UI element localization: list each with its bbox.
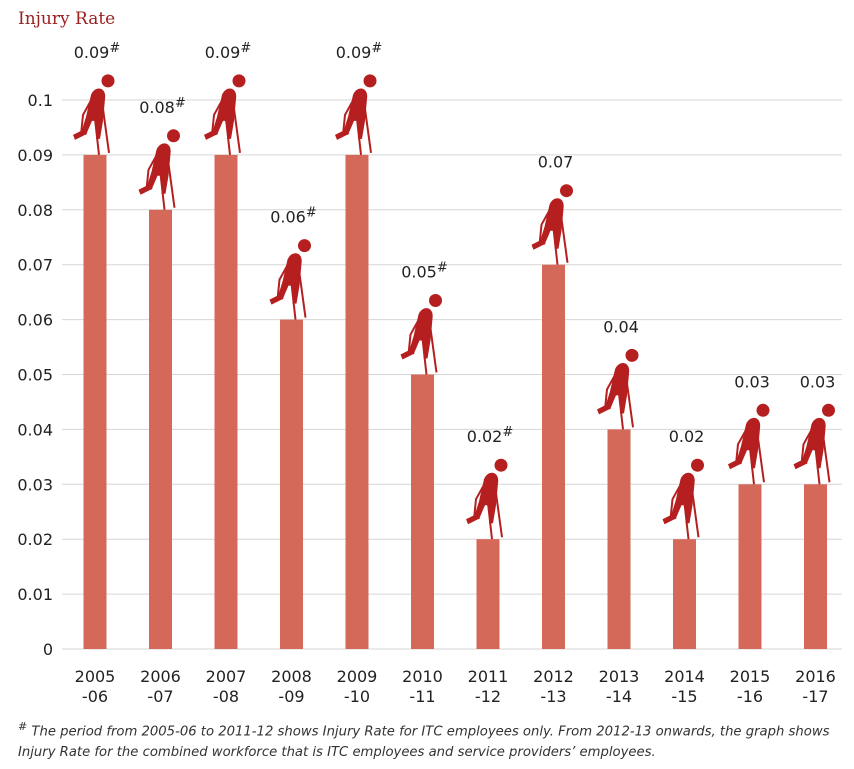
- data-label: 0.05#: [401, 261, 448, 282]
- data-label-mark: #: [240, 41, 251, 56]
- bar: [411, 374, 434, 649]
- data-label-mark: #: [109, 41, 120, 56]
- footnote-text: The period from 2005-06 to 2011-12 shows…: [18, 724, 830, 761]
- x-tick-label: 2007 -08: [206, 667, 247, 706]
- injured-person-icon: [728, 403, 770, 485]
- injured-person-icon: [269, 239, 311, 320]
- injured-person-icon: [335, 74, 377, 156]
- data-label: 0.03: [734, 372, 770, 391]
- injured-person-icon: [138, 129, 180, 210]
- x-tick-label: 2014 -15: [664, 667, 705, 706]
- data-label-mark: #: [175, 96, 186, 111]
- data-label: 0.09#: [205, 41, 252, 62]
- data-label: 0.02#: [467, 425, 514, 446]
- injured-person-icon: [662, 458, 704, 540]
- data-label: 0.02: [669, 427, 705, 446]
- x-axis-ticks: 2005 -06 2006 -07 2007 -08 2008 -09 2009 -10 2010-…: [75, 667, 836, 706]
- x-tick-label: 2010 -11: [402, 667, 443, 706]
- bar: [280, 319, 303, 649]
- bar: [804, 484, 827, 649]
- data-label-mark: #: [371, 41, 382, 56]
- injured-person-icon: [597, 348, 639, 430]
- data-label: 0.06#: [270, 206, 317, 227]
- y-tick-label: 0.1: [28, 91, 53, 110]
- bar: [476, 539, 500, 649]
- x-tick-label: 2009 -10: [337, 667, 378, 706]
- bar: [542, 264, 565, 649]
- y-tick-label: 0.03: [17, 475, 53, 494]
- data-label: 0.04: [603, 317, 639, 336]
- y-tick-label: 0.07: [17, 256, 53, 275]
- injured-person-icon: [204, 74, 246, 156]
- data-label-mark: #: [437, 261, 448, 276]
- y-tick-label: 0.08: [17, 201, 53, 220]
- bar: [607, 429, 631, 649]
- data-label: 0.07: [538, 153, 574, 172]
- injured-person-icon: [793, 403, 835, 485]
- bar: [738, 484, 762, 649]
- y-tick-label: 0.04: [17, 420, 53, 439]
- bar: [149, 209, 172, 650]
- bar: [673, 539, 696, 649]
- bar: [345, 154, 369, 649]
- bar: [214, 154, 238, 649]
- data-label: 0.09#: [336, 41, 383, 62]
- injured-person-icon: [531, 184, 573, 265]
- bars: [83, 154, 827, 650]
- footnote: # The period from 2005-06 to 2011-12 sho…: [18, 716, 844, 763]
- bar: [83, 154, 107, 649]
- x-tick-label: 2008 -09: [271, 667, 312, 706]
- y-tick-label: 0.05: [17, 366, 53, 385]
- x-tick-label: 2015 -16: [730, 667, 771, 706]
- y-tick-label: 0.02: [17, 530, 53, 549]
- x-tick-label: 2013 -14: [599, 667, 640, 706]
- x-tick-label: 2006 -07: [140, 667, 181, 706]
- x-tick-label: 2011 -12: [468, 667, 509, 706]
- footnote-mark: #: [18, 720, 28, 733]
- x-tick-label: 2005 -06: [75, 667, 116, 706]
- injured-person-icon: [466, 458, 508, 540]
- y-tick-label: 0.06: [17, 311, 53, 330]
- y-tick-label: 0: [43, 640, 53, 659]
- data-label-mark: #: [306, 206, 317, 221]
- y-tick-label: 0.09: [17, 146, 53, 165]
- data-label-mark: #: [502, 425, 513, 440]
- x-tick-label: 2016 -17: [795, 667, 836, 706]
- data-label: 0.09#: [74, 41, 121, 62]
- chart-title: Injury Rate: [18, 9, 115, 29]
- gridlines: [62, 99, 842, 650]
- y-axis-ticks: 0 0.01 0.02 0.03 0.04 0.05 0.06 0.07 0.08 0.09 0.1: [17, 91, 53, 659]
- data-label: 0.08#: [139, 96, 186, 117]
- data-label: 0.03: [800, 372, 836, 391]
- icons: [73, 74, 835, 540]
- injured-person-icon: [400, 294, 442, 375]
- data-labels: 0.09#0.08#0.09#0.06#0.09#0.05#0.02#0.070…: [74, 41, 836, 446]
- injury-rate-chart: Injury Rate 0 0.01 0.02 0.03 0.04 0.05 0.06 0.0…: [17, 9, 842, 706]
- injured-person-icon: [73, 74, 115, 156]
- x-tick-label: 2012 -13: [533, 667, 574, 706]
- y-tick-label: 0.01: [17, 585, 53, 604]
